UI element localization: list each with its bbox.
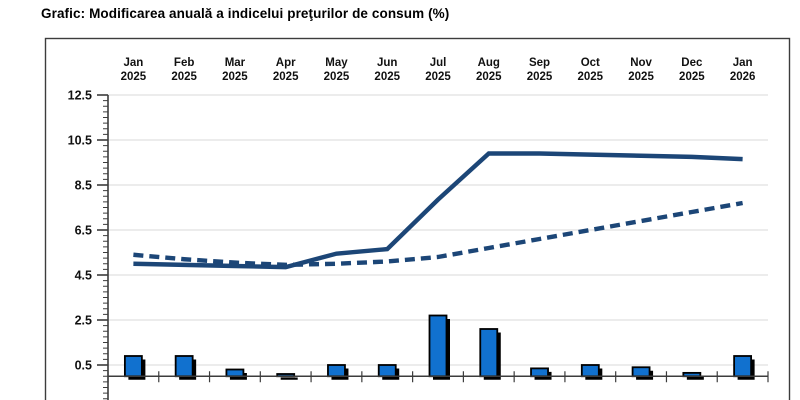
y-axis-tick-label: 12.5 [68, 89, 92, 103]
x-axis-month-label: Oct [581, 57, 600, 69]
y-axis-tick-label: 2.5 [75, 314, 92, 328]
bar [327, 364, 346, 378]
x-axis-month-label: Sep [529, 57, 550, 69]
x-axis-year-label: 2025 [578, 71, 604, 83]
dashed-line-series [133, 200, 743, 268]
chart-title: Grafic: Modificarea anuală a indicelui p… [41, 6, 450, 21]
bar [733, 355, 753, 378]
bar [530, 367, 549, 378]
x-axis-month-label: May [325, 57, 348, 69]
x-axis-year-label: 2025 [121, 71, 147, 83]
bar [174, 355, 194, 378]
bar [580, 364, 600, 378]
x-axis-month-label: Jun [377, 57, 397, 69]
x-axis-year-label: 2025 [273, 71, 299, 83]
bar-shadow [686, 376, 704, 380]
x-axis-year-label: 2025 [628, 71, 654, 83]
bar [225, 368, 245, 378]
bar [377, 364, 397, 378]
x-axis-month-label: Apr [276, 57, 296, 69]
x-axis-year-label: 2025 [679, 71, 705, 83]
x-axis-year-label: 2025 [374, 71, 400, 83]
x-axis-month-label: Jan [123, 57, 143, 69]
x-axis-year-label: 2026 [730, 71, 756, 83]
x-axis-year-label: 2025 [324, 71, 350, 83]
x-axis-month-label: Nov [630, 57, 652, 69]
y-axis-tick-label: 10.5 [68, 134, 92, 148]
bar [123, 355, 143, 378]
x-axis-month-label: Jan [733, 57, 753, 69]
x-axis-month-label: Feb [174, 57, 194, 69]
x-axis-month-label: Dec [681, 57, 703, 69]
solid-line-series [133, 151, 743, 270]
x-axis-month-label: Mar [225, 57, 246, 69]
bar-shadow [280, 377, 298, 380]
chart-frame [44, 37, 791, 400]
x-axis-year-label: 2025 [425, 71, 451, 83]
x-axis-year-label: 2025 [476, 71, 502, 83]
y-axis-tick-label: 8.5 [75, 179, 92, 193]
bar [428, 314, 448, 378]
x-axis-year-label: 2025 [222, 71, 248, 83]
y-axis-tick-label: 0.5 [75, 359, 92, 373]
y-axis-tick-label: 4.5 [75, 269, 92, 283]
x-axis-month-label: Aug [478, 57, 500, 69]
x-axis-month-label: Jul [430, 57, 447, 69]
bar [479, 328, 499, 378]
x-axis-year-label: 2025 [527, 71, 553, 83]
y-axis-tick-label: 6.5 [75, 224, 92, 238]
bar [631, 366, 651, 378]
x-axis-year-label: 2025 [171, 71, 197, 83]
